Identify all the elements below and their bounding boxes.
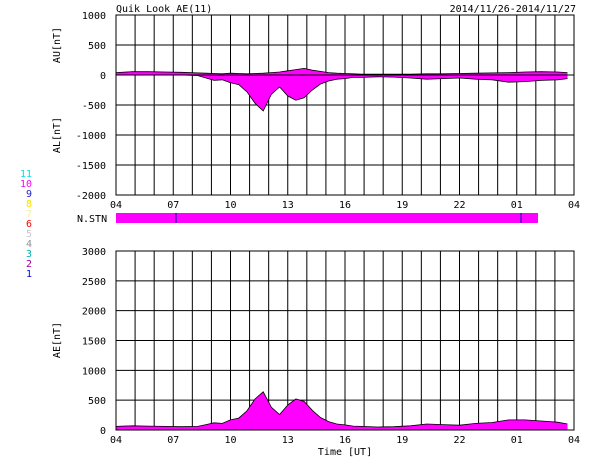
y-tick-label: 0 xyxy=(100,426,106,437)
au-al-panel: 1000 500 0 -500 -1000 -1500 -2000 04 07 10 13 16 19… xyxy=(52,11,580,211)
y-tick-label: 2500 xyxy=(82,277,106,288)
x-tick-label: 22 xyxy=(453,200,465,211)
au-al-y-tick-labels: 1000 500 0 -500 -1000 -1500 -2000 xyxy=(76,11,106,202)
au-al-x-tick-labels: 04 07 10 13 16 19 22 01 04 xyxy=(110,200,580,211)
x-tick-label: 13 xyxy=(282,200,294,211)
ae-line xyxy=(115,391,568,428)
x-tick-label: 13 xyxy=(282,435,294,446)
station-legend-entry: 8 xyxy=(26,199,32,210)
x-tick-label: 04 xyxy=(110,435,122,446)
ae-y-tick-labels: 3000 2500 2000 1500 1000 500 0 xyxy=(82,247,106,437)
nstn-bar xyxy=(116,213,538,223)
x-tick-label: 19 xyxy=(396,435,408,446)
ae-grid xyxy=(116,251,574,430)
al-area xyxy=(116,75,568,111)
station-legend-entry: 2 xyxy=(26,259,32,270)
station-legend-entry: 9 xyxy=(26,189,32,200)
x-tick-label: 10 xyxy=(224,435,236,446)
y-tick-label: 1000 xyxy=(82,366,106,377)
station-legend-entry: 1 xyxy=(26,269,32,280)
x-tick-label: 04 xyxy=(568,435,580,446)
ae-area xyxy=(116,391,568,430)
station-legend-entry: 11 xyxy=(20,169,32,180)
au-area xyxy=(116,68,568,75)
x-tick-label: 22 xyxy=(453,435,465,446)
y-tick-label: -1000 xyxy=(76,131,106,142)
station-legend-entry: 7 xyxy=(26,209,32,220)
y-tick-label: 1000 xyxy=(82,11,106,22)
au-al-series xyxy=(115,67,574,112)
ae-frame xyxy=(115,250,575,431)
station-legend-entry: 4 xyxy=(26,239,32,250)
x-tick-label: 07 xyxy=(167,435,179,446)
x-tick-label: 07 xyxy=(167,200,179,211)
ae-x-tick-labels: 04 07 10 13 16 19 22 01 04 xyxy=(110,435,580,446)
y-tick-label: -1500 xyxy=(76,161,106,172)
au-axis-label: AU[nT] xyxy=(52,27,63,63)
x-tick-label: 19 xyxy=(396,200,408,211)
x-axis-label: Time [UT] xyxy=(318,447,372,458)
station-legend-entry: 3 xyxy=(26,249,32,260)
au-al-grid xyxy=(116,15,574,195)
x-tick-label: 10 xyxy=(224,200,236,211)
x-tick-label: 16 xyxy=(339,435,351,446)
date-range: 2014/11/26-2014/11/27 xyxy=(450,4,576,15)
x-tick-label: 04 xyxy=(110,200,122,211)
station-legend-entry: 10 xyxy=(20,179,32,190)
au-line xyxy=(115,67,568,75)
y-tick-label: 500 xyxy=(88,41,106,52)
y-tick-label: -500 xyxy=(82,101,106,112)
chart-title: Quik Look AE(11) xyxy=(116,4,212,15)
ae-series xyxy=(115,391,568,430)
ae-axis-label: AE[nT] xyxy=(52,322,63,358)
x-tick-label: 04 xyxy=(568,200,580,211)
au-al-frame xyxy=(115,14,575,196)
station-legend-entry: 6 xyxy=(26,219,32,230)
al-line xyxy=(116,74,568,112)
y-tick-label: -2000 xyxy=(76,191,106,202)
y-tick-label: 2000 xyxy=(82,307,106,318)
y-tick-label: 1500 xyxy=(82,337,106,348)
y-tick-label: 3000 xyxy=(82,247,106,258)
y-tick-label: 500 xyxy=(88,396,106,407)
x-tick-label: 01 xyxy=(511,200,523,211)
station-legend-entry: 5 xyxy=(26,229,32,240)
y-tick-label: 0 xyxy=(100,71,106,82)
nstn-label: N.STN xyxy=(77,214,107,225)
x-tick-label: 16 xyxy=(339,200,351,211)
x-tick-label: 01 xyxy=(511,435,523,446)
al-axis-label: AL[nT] xyxy=(52,117,63,153)
